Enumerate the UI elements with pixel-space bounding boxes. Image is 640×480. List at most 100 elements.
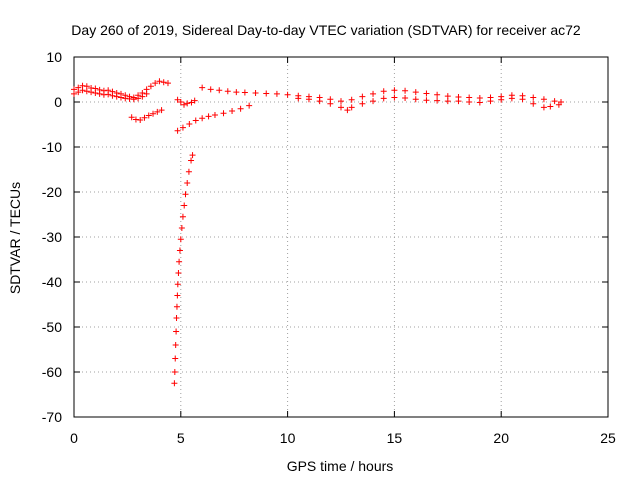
data-point [181, 202, 188, 209]
data-point [176, 258, 183, 265]
data-point [551, 98, 558, 105]
y-tick-label: -20 [42, 184, 62, 200]
data-point [455, 98, 462, 105]
data-point [158, 107, 165, 114]
data-point [117, 94, 124, 101]
data-point [199, 84, 206, 91]
data-series [174, 96, 198, 108]
data-point [188, 99, 195, 106]
data-point [466, 99, 473, 105]
data-point [83, 88, 90, 95]
data-point [412, 89, 419, 96]
data-point [174, 292, 181, 299]
data-point [113, 93, 120, 100]
data-point [519, 96, 526, 103]
data-point [172, 342, 179, 348]
data-point [434, 97, 441, 104]
data-point [96, 90, 103, 97]
data-point [316, 98, 323, 105]
ticks: 0 5 10 15 20 25 10 0 -10 -20 -30 -40 -50 -60 -70 [42, 49, 616, 446]
data-point [498, 96, 505, 103]
data-point [135, 95, 142, 102]
data-point [150, 110, 157, 117]
data-series [171, 152, 196, 387]
data-point [423, 90, 430, 97]
data-point [338, 98, 344, 105]
data-point [476, 99, 483, 106]
data-point [359, 93, 366, 100]
data-point [176, 247, 183, 254]
data-point [160, 79, 167, 86]
x-tick-label: 15 [387, 430, 403, 446]
data-point [252, 90, 259, 96]
data-point [547, 103, 554, 110]
data-series [71, 87, 150, 103]
y-axis-label: SDTVAR / TECUs [7, 182, 23, 294]
data-point [130, 96, 137, 103]
data-point [184, 180, 191, 186]
data-point [211, 112, 218, 119]
data-point [273, 90, 280, 97]
data-point [540, 96, 547, 103]
data-point [177, 99, 184, 105]
data-point [179, 124, 186, 131]
data-point [224, 88, 231, 95]
data-point [105, 91, 112, 98]
data-point [530, 94, 537, 101]
x-tick-label: 10 [280, 430, 296, 446]
data-point [154, 108, 161, 115]
data-point [189, 152, 196, 159]
data-point [137, 117, 144, 123]
data-point [555, 101, 562, 108]
data-point [171, 369, 178, 375]
data-point [434, 91, 441, 98]
data-series [174, 102, 253, 134]
y-tick-label: -10 [42, 139, 62, 155]
data-point [380, 88, 387, 95]
x-tick-label: 5 [177, 430, 185, 446]
data-point [71, 90, 77, 97]
data-point [402, 94, 409, 101]
y-tick-label: 10 [46, 49, 62, 65]
data-point [327, 100, 334, 107]
data-point [141, 114, 148, 121]
data-point [305, 96, 312, 103]
data-point [177, 236, 184, 243]
data-point [156, 78, 163, 85]
data-point [173, 315, 180, 321]
data-point [348, 96, 355, 103]
data-point [295, 95, 302, 102]
data-point [338, 104, 344, 111]
data-point [380, 95, 387, 102]
y-tick-label: -70 [42, 409, 62, 425]
data-point [412, 96, 419, 103]
data-point [173, 303, 180, 310]
data-point [391, 87, 398, 94]
data-marks [71, 78, 565, 387]
x-tick-label: 25 [600, 430, 616, 446]
data-point [174, 96, 181, 103]
y-tick-label: -60 [42, 364, 62, 380]
data-point [181, 101, 188, 108]
data-point [348, 104, 355, 111]
data-series [295, 94, 562, 114]
data-point [199, 115, 206, 122]
data-point [75, 89, 82, 96]
data-point [186, 121, 193, 128]
data-point [237, 105, 244, 112]
data-point [423, 97, 430, 104]
data-point [145, 112, 152, 119]
data-point [128, 114, 135, 121]
data-point [263, 90, 270, 97]
y-tick-label: -40 [42, 274, 62, 290]
data-point [143, 90, 150, 97]
data-point [220, 110, 227, 117]
data-point [191, 97, 198, 104]
data-point [152, 80, 159, 87]
x-tick-label: 20 [493, 430, 509, 446]
data-point [344, 107, 351, 114]
data-point [207, 86, 214, 93]
data-point [185, 168, 192, 175]
y-tick-label: -30 [42, 229, 62, 245]
data-point [174, 281, 181, 288]
